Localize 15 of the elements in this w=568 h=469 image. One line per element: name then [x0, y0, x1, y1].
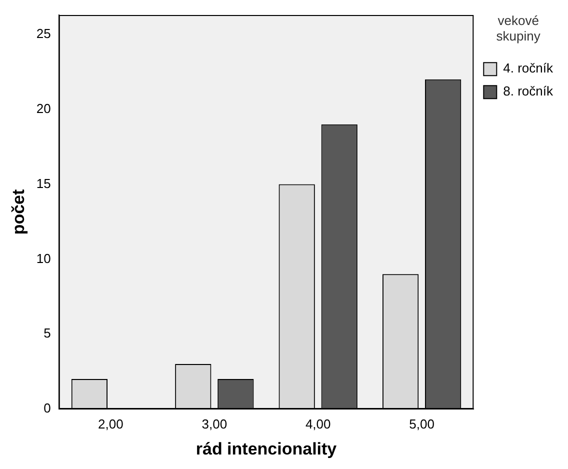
y-tick-label: 10: [36, 250, 51, 266]
y-tick-label: 5: [44, 326, 51, 341]
y-tick-label: 20: [36, 100, 51, 116]
y-tick-label: 15: [36, 176, 51, 191]
x-tick-label: 4,00: [305, 416, 331, 432]
x-axis-title: rád intencionality: [196, 439, 338, 458]
legend-label: 8. ročník: [503, 84, 554, 99]
x-tick-label: 2,00: [98, 416, 124, 432]
legend-title: vekové skupiny: [496, 13, 541, 44]
y-axis-title: počet: [8, 188, 28, 235]
x-tick-label: 3,00: [202, 416, 228, 432]
y-tick-label: 25: [36, 26, 51, 42]
legend-label: 4. ročník: [503, 60, 554, 76]
x-tick-label: 5,00: [409, 416, 434, 432]
y-tick-label: 0: [44, 400, 51, 416]
